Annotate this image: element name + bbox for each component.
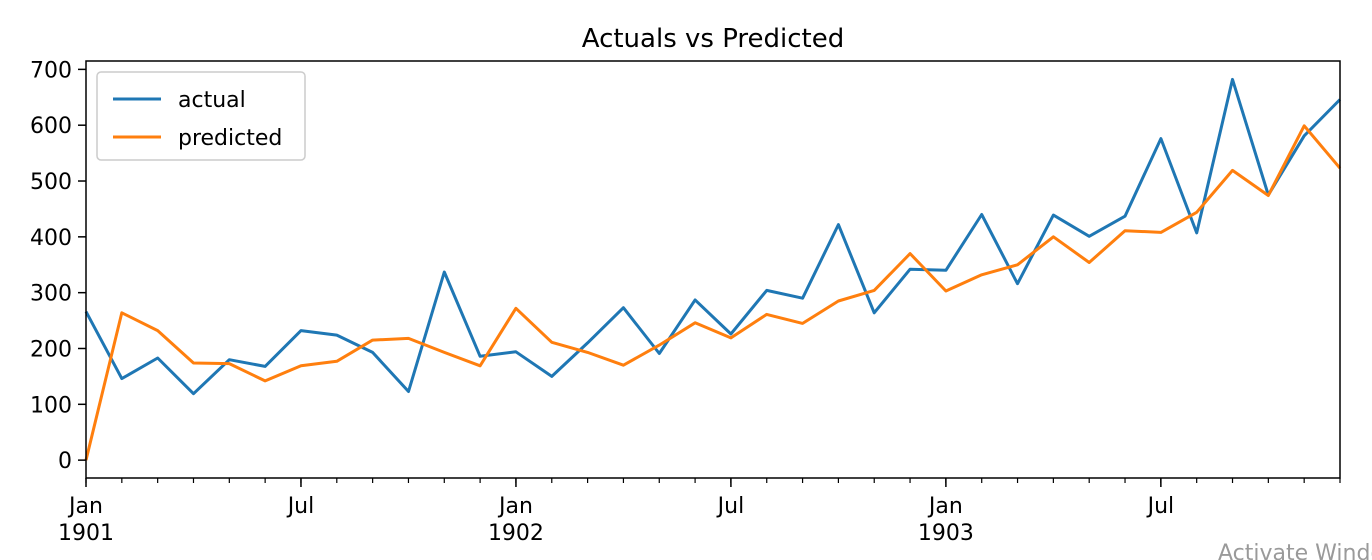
x-tick-year-label: 1902 — [488, 521, 544, 546]
data-point-actual — [1231, 78, 1234, 81]
chart-title: Actuals vs Predicted — [582, 24, 845, 54]
y-tick-label: 600 — [30, 114, 72, 139]
y-tick-label: 200 — [30, 337, 72, 362]
data-point-actual — [335, 334, 338, 337]
y-tick-label: 500 — [30, 170, 72, 195]
data-point-predicted — [120, 311, 123, 314]
data-point-actual — [264, 365, 267, 368]
data-point-predicted — [1159, 231, 1162, 234]
data-point-actual — [1016, 282, 1019, 285]
data-point-predicted — [407, 337, 410, 340]
data-point-actual — [1124, 215, 1127, 218]
data-point-actual — [228, 358, 231, 361]
data-point-predicted — [944, 289, 947, 292]
data-point-actual — [514, 350, 517, 353]
data-point-actual — [909, 268, 912, 271]
data-point-actual — [694, 298, 697, 301]
data-point-predicted — [801, 322, 804, 325]
data-point-predicted — [1231, 169, 1234, 172]
x-tick-label: Jan — [67, 494, 103, 519]
data-point-actual — [944, 269, 947, 272]
data-point-actual — [873, 311, 876, 314]
y-tick-label: 100 — [30, 393, 72, 418]
x-tick-label: Jan — [927, 494, 963, 519]
data-point-predicted — [1124, 229, 1127, 232]
data-point-actual — [801, 297, 804, 300]
x-tick-label: Jul — [1146, 494, 1175, 519]
data-point-predicted — [765, 313, 768, 316]
y-tick-label: 300 — [30, 282, 72, 307]
data-point-actual — [1303, 134, 1306, 137]
data-point-actual — [980, 213, 983, 216]
data-point-actual — [407, 390, 410, 393]
data-point-actual — [765, 289, 768, 292]
data-point-predicted — [694, 321, 697, 324]
x-tick-label: Jul — [286, 494, 315, 519]
legend-label-actual: actual — [178, 88, 246, 113]
data-point-actual — [479, 355, 482, 358]
data-point-actual — [371, 351, 374, 354]
legend: actual predicted — [96, 71, 306, 161]
x-tick-year-label: 1901 — [58, 521, 114, 546]
data-point-predicted — [909, 252, 912, 255]
data-point-actual — [837, 223, 840, 226]
data-point-predicted — [479, 364, 482, 367]
data-point-predicted — [1267, 194, 1270, 197]
x-tick-label: Jan — [497, 494, 533, 519]
data-point-actual — [1088, 235, 1091, 238]
x-tick-year-label: 1903 — [918, 521, 974, 546]
data-point-predicted — [1052, 235, 1055, 238]
data-point-actual — [1159, 137, 1162, 140]
data-point-actual — [622, 306, 625, 309]
legend-label-predicted: predicted — [178, 126, 282, 151]
data-point-actual — [192, 392, 195, 395]
data-point-actual — [120, 377, 123, 380]
data-point-predicted — [837, 300, 840, 303]
y-tick-label: 400 — [30, 226, 72, 251]
data-point-predicted — [335, 360, 338, 363]
data-point-actual — [1195, 231, 1198, 234]
data-point-actual — [729, 332, 732, 335]
data-point-actual — [658, 352, 661, 355]
y-tick-label: 0 — [58, 449, 72, 474]
data-point-predicted — [622, 364, 625, 367]
data-point-predicted — [299, 364, 302, 367]
data-point-actual — [299, 329, 302, 332]
data-point-predicted — [729, 336, 732, 339]
data-point-predicted — [371, 339, 374, 342]
data-point-predicted — [550, 341, 553, 344]
data-point-predicted — [1303, 124, 1306, 127]
data-point-predicted — [873, 289, 876, 292]
plot-area — [84, 77, 1342, 461]
watermark-text: Activate Windows — [1218, 541, 1372, 560]
data-point-predicted — [228, 362, 231, 365]
data-point-predicted — [192, 362, 195, 365]
data-point-predicted — [514, 307, 517, 310]
x-tick-label: Jul — [716, 494, 745, 519]
series-line-predicted — [84, 124, 1342, 461]
axes-frame — [85, 60, 1341, 479]
data-point-actual — [586, 341, 589, 344]
data-point-actual — [156, 356, 159, 359]
data-point-predicted — [658, 344, 661, 347]
series-line-actual — [84, 77, 1342, 396]
data-point-actual — [550, 375, 553, 378]
data-point-predicted — [264, 379, 267, 382]
data-point-predicted — [156, 329, 159, 332]
data-point-predicted — [1195, 211, 1198, 214]
data-point-predicted — [980, 273, 983, 276]
data-point-predicted — [586, 351, 589, 354]
y-tick-label: 700 — [30, 58, 72, 83]
data-point-predicted — [1088, 261, 1091, 264]
data-point-actual — [1052, 214, 1055, 217]
data-point-predicted — [443, 351, 446, 354]
data-point-actual — [443, 271, 446, 274]
data-point-predicted — [1016, 263, 1019, 266]
